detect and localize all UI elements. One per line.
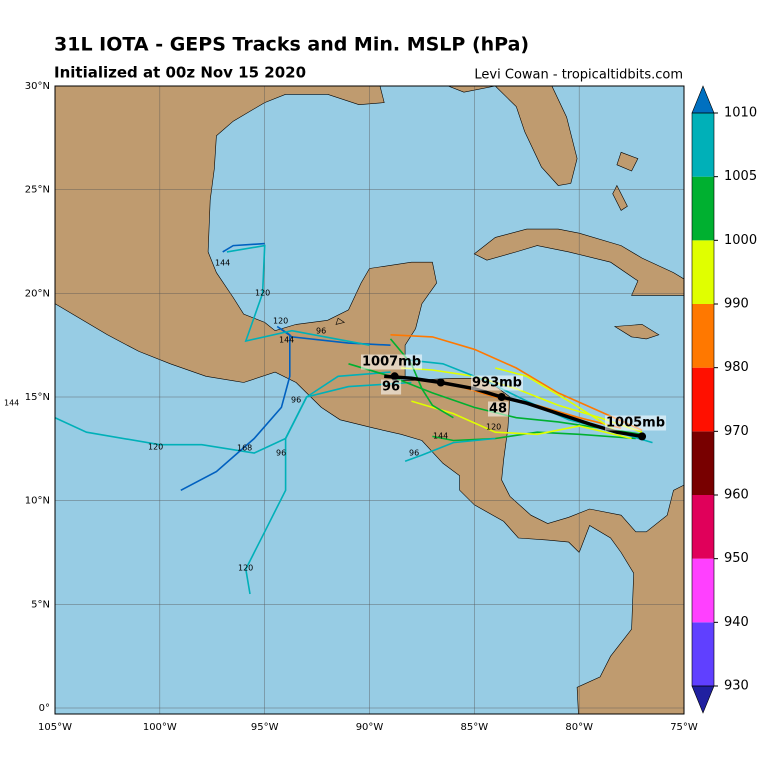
y-tick-label: 0°	[39, 703, 50, 714]
colorbar-segment	[692, 622, 714, 686]
colorbar-extend	[691, 685, 715, 714]
track	[244, 381, 412, 595]
colorbar-extend	[691, 85, 715, 114]
track	[384, 374, 643, 439]
colorbar-segment	[692, 431, 714, 495]
map	[55, 86, 684, 714]
colorbar-label: 930	[724, 679, 749, 694]
hour-label: 144	[215, 259, 230, 268]
land	[612, 184, 628, 211]
hour-label: 96	[276, 449, 286, 458]
hour-label: 144	[433, 432, 448, 441]
subtitle: Initialized at 00z Nov 15 2020	[54, 64, 306, 82]
y-tick-label: 15°N	[25, 392, 50, 403]
track-point	[497, 393, 506, 401]
annotation-box	[605, 415, 667, 431]
track-point	[638, 432, 647, 441]
hour-label: 96	[409, 449, 419, 458]
hour-label: 120	[273, 317, 288, 326]
track-point	[390, 372, 399, 381]
colorbar-segment	[692, 367, 714, 432]
colorbar-frame	[691, 112, 715, 687]
track	[390, 334, 643, 431]
colorbar-label: 940	[724, 615, 749, 630]
track	[180, 325, 391, 492]
annotation-box	[471, 375, 523, 391]
x-tick-label: 100°W	[143, 722, 177, 733]
x-tick-label: 75°W	[670, 722, 698, 733]
land	[616, 151, 639, 172]
annotation: 993mb	[472, 376, 522, 391]
colorbar-segment	[692, 113, 714, 177]
y-tick-label: 30°N	[25, 81, 50, 92]
hour-label: 120	[238, 564, 253, 573]
hour-label: 168	[237, 444, 252, 453]
annotation: 1005mb	[606, 416, 665, 431]
colorbar-label: 990	[724, 297, 749, 312]
land	[335, 317, 346, 325]
annotation-box	[361, 354, 423, 370]
x-tick-label: 105°W	[38, 722, 72, 733]
land	[613, 324, 660, 340]
y-tick-label: 5°N	[31, 599, 50, 610]
colorbar-label: 970	[724, 424, 749, 439]
hour-labels: 144 120 120 144 96 96 120 168 96 120 96 …	[4, 259, 501, 573]
land	[473, 228, 684, 296]
annotation: 96	[382, 380, 400, 395]
track	[55, 371, 391, 454]
hour-label: 120	[486, 423, 501, 432]
map-frame	[54, 85, 685, 715]
hour-label: 120	[148, 443, 163, 452]
annotation-box	[488, 401, 509, 417]
colorbar: 930 940 950 960 970 980 990 1000 1005 1010	[691, 85, 757, 714]
hour-label: 96	[291, 396, 301, 405]
colorbar-label: 950	[724, 551, 749, 566]
colorbar-label: 1000	[724, 233, 757, 248]
track-point	[436, 378, 445, 387]
credit: Levi Cowan - tropicaltidbits.com	[474, 68, 683, 83]
track	[495, 367, 622, 435]
colorbar-segment	[692, 558, 714, 623]
colorbar-label: 1005	[724, 169, 757, 184]
colorbar-label: 980	[724, 360, 749, 375]
hour-label: 144	[4, 399, 19, 408]
hour-label: 96	[316, 327, 326, 336]
annotation: 1007mb	[362, 355, 421, 370]
x-tick-label: 80°W	[565, 722, 593, 733]
track	[432, 431, 636, 442]
colorbar-segment	[692, 176, 714, 241]
y-tick-label: 25°N	[25, 185, 50, 196]
annotation-box	[381, 379, 402, 395]
colorbar-segment	[692, 304, 714, 368]
x-tick-label: 95°W	[251, 722, 279, 733]
x-tick-label: 90°W	[356, 722, 384, 733]
title: 31L IOTA - GEPS Tracks and Min. MSLP (hP…	[54, 34, 529, 56]
track	[222, 242, 265, 253]
colorbar-segment	[692, 240, 714, 304]
track	[404, 437, 496, 463]
track	[226, 244, 370, 346]
y-tick-label: 20°N	[25, 288, 50, 299]
colorbar-label: 1010	[724, 106, 757, 121]
x-tick-label: 85°W	[461, 722, 489, 733]
hour-label: 120	[255, 289, 270, 298]
hour-label: 144	[279, 336, 294, 345]
colorbar-segment	[692, 495, 714, 559]
annotations: 1007mb 993mb 1005mb 96 48	[361, 354, 667, 431]
colorbar-label: 960	[724, 488, 749, 503]
y-tick-label: 10°N	[25, 496, 50, 507]
annotation: 48	[489, 402, 507, 417]
track	[411, 400, 632, 440]
